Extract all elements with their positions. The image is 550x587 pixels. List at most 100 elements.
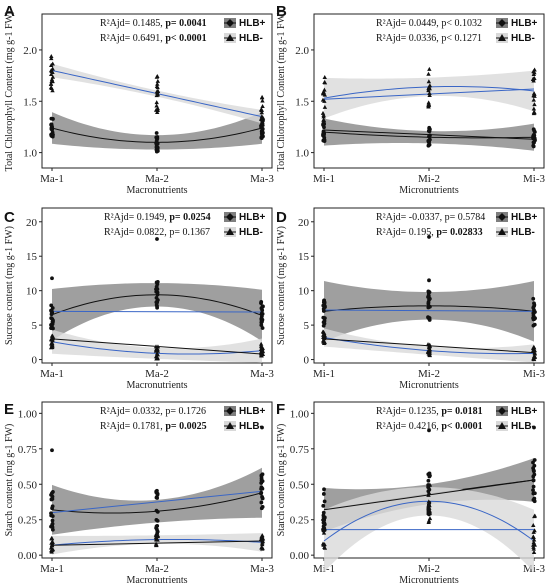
x-tick-label: Ma-1 — [40, 368, 64, 380]
y-tick-label: 5 — [304, 320, 310, 332]
trend-line — [51, 540, 263, 546]
legend-marker — [226, 34, 234, 41]
data-point-HLB+ — [321, 527, 325, 532]
data-point-HLB- — [50, 88, 55, 93]
data-point-HLB+ — [532, 303, 537, 307]
stat-annotation: R²Ajd= 0.6491, p< 0.0001 — [100, 33, 207, 44]
legend-marker — [498, 228, 506, 235]
data-point-HLB- — [154, 100, 159, 105]
y-axis-label: Sucrose content (mg g-1 FW) — [4, 226, 15, 345]
data-point-HLB+ — [533, 316, 537, 321]
data-point-HLB- — [426, 71, 431, 76]
y-tick-label: 20 — [298, 217, 310, 229]
y-tick-label: 0 — [32, 355, 38, 367]
data-point-HLB- — [426, 351, 432, 356]
stat-p: p< 0.1032 — [441, 18, 482, 29]
y-tick-label: 0.50 — [290, 479, 310, 491]
data-point-HLB- — [322, 545, 327, 550]
data-point-outlier — [260, 425, 264, 430]
stat-r2: R²Ajd= 0.0336, — [376, 33, 441, 44]
y-tick-label: 10 — [26, 286, 38, 298]
stat-r2: R²Ajd= 0.1781, — [100, 421, 165, 432]
data-point-HLB+ — [531, 484, 536, 489]
legend-marker — [498, 19, 506, 27]
data-point-HLB- — [50, 74, 56, 79]
stat-p: p= 0.0041 — [165, 18, 206, 29]
legend-marker — [498, 422, 506, 429]
data-point-HLB+ — [155, 518, 160, 523]
data-point-HLB- — [260, 349, 266, 354]
data-point-HLB- — [154, 533, 160, 538]
data-point-HLB- — [532, 102, 537, 107]
data-point-HLB+ — [321, 320, 326, 325]
data-point-HLB- — [155, 78, 161, 83]
data-point-HLB- — [426, 492, 431, 497]
data-point-HLB+ — [49, 116, 54, 121]
data-point-HLB+ — [322, 125, 326, 130]
data-point-HLB+ — [531, 144, 536, 149]
data-point-HLB- — [427, 516, 433, 521]
confidence-band-HLB+ — [52, 112, 262, 150]
y-axis-label: Starch content (mg g-1 FW) — [4, 424, 15, 537]
y-axis-label: Sucrose content (mg g-1 FW) — [276, 226, 287, 345]
legend-marker — [498, 213, 506, 221]
legend-marker — [226, 19, 234, 27]
x-tick-label: Ma-1 — [40, 173, 64, 185]
data-point-HLB+ — [321, 510, 326, 515]
data-point-HLB+ — [50, 522, 55, 527]
data-point-HLB+ — [154, 284, 159, 289]
stat-annotation: R²Ajd= 0.195, p= 0.02833 — [376, 227, 483, 238]
data-point-HLB- — [321, 530, 327, 535]
data-point-HLB+ — [426, 478, 431, 483]
data-point-HLB+ — [259, 500, 264, 505]
data-point-HLB- — [260, 125, 265, 130]
stat-annotation: R²Ajd= -0.0337, p= 0.5784 — [376, 212, 485, 223]
x-tick-label: Ma-1 — [40, 563, 64, 575]
data-point-HLB- — [531, 354, 537, 359]
data-point-HLB+ — [531, 469, 536, 473]
data-point-HLB- — [258, 341, 264, 346]
stat-p: p< 0.0001 — [441, 421, 482, 432]
data-point-HLB- — [531, 97, 536, 102]
legend-label: HLB+ — [239, 18, 266, 29]
data-point-HLB- — [531, 106, 537, 111]
data-point-HLB+ — [531, 460, 535, 465]
stat-r2: R²Ajd= 0.4216, — [376, 421, 441, 432]
data-point-HLB+ — [427, 474, 432, 479]
data-point-HLB+ — [532, 496, 537, 501]
data-point-HLB- — [154, 74, 160, 79]
panel-label: C — [4, 209, 15, 226]
data-point-HLB- — [259, 352, 264, 357]
data-point-HLB- — [426, 102, 432, 107]
data-point-HLB- — [259, 107, 264, 112]
data-point-HLB+ — [155, 298, 160, 302]
x-axis-label: Micronutrients — [399, 380, 459, 391]
data-point-HLB- — [155, 537, 160, 542]
data-point-HLB+ — [322, 487, 326, 492]
data-point-HLB+ — [154, 141, 159, 146]
legend-label: HLB+ — [511, 212, 538, 223]
data-point-HLB+ — [322, 499, 327, 504]
data-point-HLB+ — [155, 493, 160, 497]
y-tick-label: 20 — [26, 217, 38, 229]
x-tick-label: Mi-2 — [418, 368, 440, 380]
data-point-HLB- — [321, 542, 326, 547]
y-tick-label: 0.00 — [18, 550, 38, 562]
data-point-outlier — [155, 237, 159, 241]
data-point-HLB- — [50, 70, 55, 75]
data-point-outlier — [427, 278, 431, 283]
data-point-HLB+ — [51, 132, 55, 137]
legend-marker — [226, 422, 234, 429]
data-point-HLB+ — [531, 478, 536, 483]
y-axis-label: Total Chlorophyll Content (mg g-1 FW) — [276, 11, 287, 172]
data-point-HLB- — [155, 355, 160, 360]
stat-annotation: R²Ajd= 0.1235, p= 0.0181 — [376, 406, 483, 417]
data-point-HLB- — [427, 90, 432, 95]
data-point-HLB- — [259, 133, 264, 138]
data-point-HLB- — [531, 535, 536, 540]
data-point-HLB+ — [531, 135, 536, 140]
data-point-HLB- — [532, 93, 537, 98]
confidence-band-HLB+ — [52, 283, 262, 342]
x-axis-label: Macronutrients — [126, 185, 187, 196]
data-point-HLB- — [49, 536, 54, 541]
